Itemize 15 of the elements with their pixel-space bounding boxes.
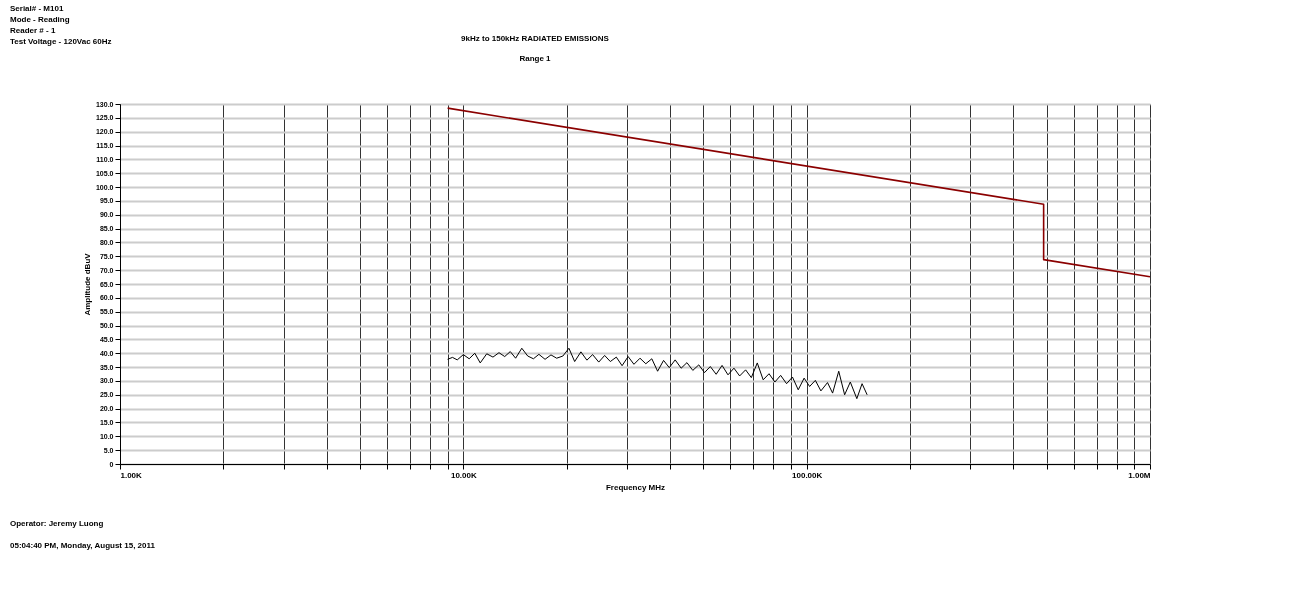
- text: Mode - Reading: [10, 15, 70, 24]
- y-axis-title: Amplitude dBuV: [82, 252, 92, 316]
- x-axis-title: Frequency MHz: [605, 482, 666, 492]
- text: 05:04:40 PM, Monday, August 15, 2011: [10, 541, 156, 550]
- text: Operator: Jeremy Luong: [10, 519, 104, 528]
- text: Test Voltage - 120Vac 60Hz: [10, 37, 112, 46]
- line-series: [447, 347, 868, 400]
- x-tick-label: 100.00K: [792, 470, 823, 480]
- x-tick-label: 10.00K: [450, 470, 477, 480]
- x-tick-label: 1.00M: [1128, 470, 1151, 480]
- text: Reader # - 1: [10, 26, 56, 35]
- x-tick-label: 1.00K: [120, 470, 143, 480]
- chart-title: 9kHz to 150kHz RADIATED EMISSIONS: [461, 34, 610, 43]
- text: Serial# - M101: [10, 4, 64, 13]
- chart-subtitle: Range 1: [519, 54, 552, 63]
